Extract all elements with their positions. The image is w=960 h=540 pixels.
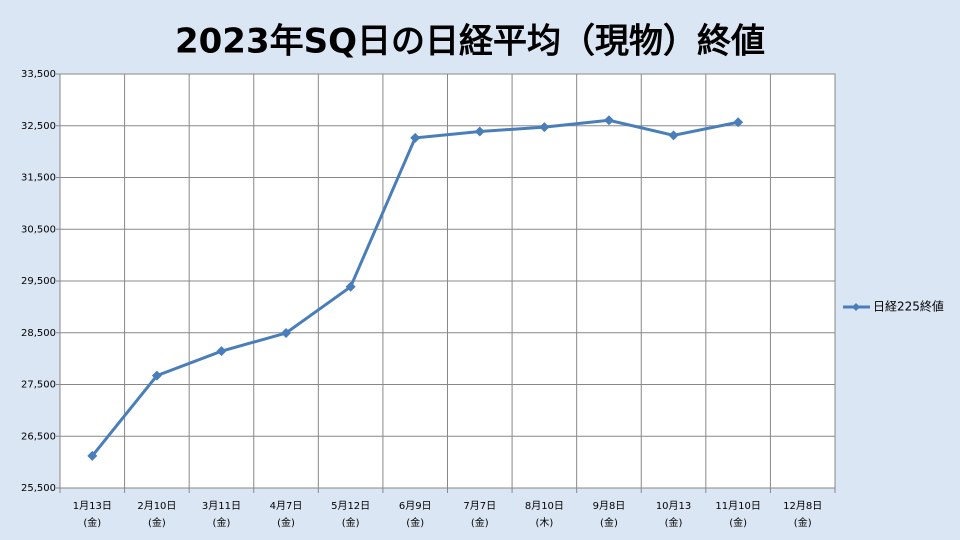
marker <box>603 115 614 126</box>
x-tick-sublabel: (金) <box>342 516 360 529</box>
y-tick-label: 29,500 <box>21 276 56 287</box>
x-tick-label: 10月13 <box>656 500 691 512</box>
marker <box>474 126 485 137</box>
marker <box>345 281 356 292</box>
x-tick-label: 12月8日 <box>783 500 822 512</box>
y-tick-label: 32,500 <box>21 121 56 132</box>
marker <box>281 328 292 339</box>
x-tick-label: 11月10日 <box>715 500 760 512</box>
x-tick-sublabel: (金) <box>213 516 231 529</box>
x-tick-label: 4月7日 <box>270 500 303 512</box>
marker <box>733 117 744 128</box>
x-tick-sublabel: (金) <box>83 516 101 529</box>
x-tick-label: 9月8日 <box>593 500 626 512</box>
x-tick-sublabel: (金) <box>600 516 618 529</box>
marker <box>151 370 162 381</box>
x-tick-label: 5月12日 <box>331 500 370 512</box>
x-tick-label: 2月10日 <box>137 500 176 512</box>
y-tick-label: 28,500 <box>21 328 56 339</box>
x-tick-label: 8月10日 <box>525 500 564 512</box>
x-tick-label: 6月9日 <box>399 500 432 512</box>
x-tick-sublabel: (金) <box>665 516 683 529</box>
y-tick-label: 30,500 <box>21 224 56 235</box>
x-tick-label: 3月11日 <box>202 500 241 512</box>
y-tick-label: 25,500 <box>21 483 56 494</box>
legend-marker <box>852 303 860 311</box>
x-tick-sublabel: (金) <box>729 516 747 529</box>
x-tick-sublabel: (金) <box>471 516 489 529</box>
marker <box>539 122 550 133</box>
chart-title: 2023年SQ日の日経平均（現物）終値 <box>175 22 765 62</box>
x-tick-sublabel: (金) <box>148 516 166 529</box>
marker <box>410 132 421 143</box>
y-tick-label: 33,500 <box>21 69 56 80</box>
y-tick-label: 26,500 <box>21 431 56 442</box>
x-tick-sublabel: (木) <box>535 517 553 529</box>
y-tick-label: 31,500 <box>21 173 56 184</box>
marker <box>87 450 98 461</box>
x-tick-label: 1月13日 <box>73 500 112 512</box>
legend-label: 日経225終値 <box>873 299 944 314</box>
marker <box>216 346 227 357</box>
x-tick-sublabel: (金) <box>794 516 812 529</box>
y-tick-label: 27,500 <box>21 380 56 391</box>
marker <box>668 130 679 141</box>
x-tick-sublabel: (金) <box>277 516 295 529</box>
x-tick-label: 7月7日 <box>463 500 496 512</box>
x-tick-sublabel: (金) <box>406 516 424 529</box>
